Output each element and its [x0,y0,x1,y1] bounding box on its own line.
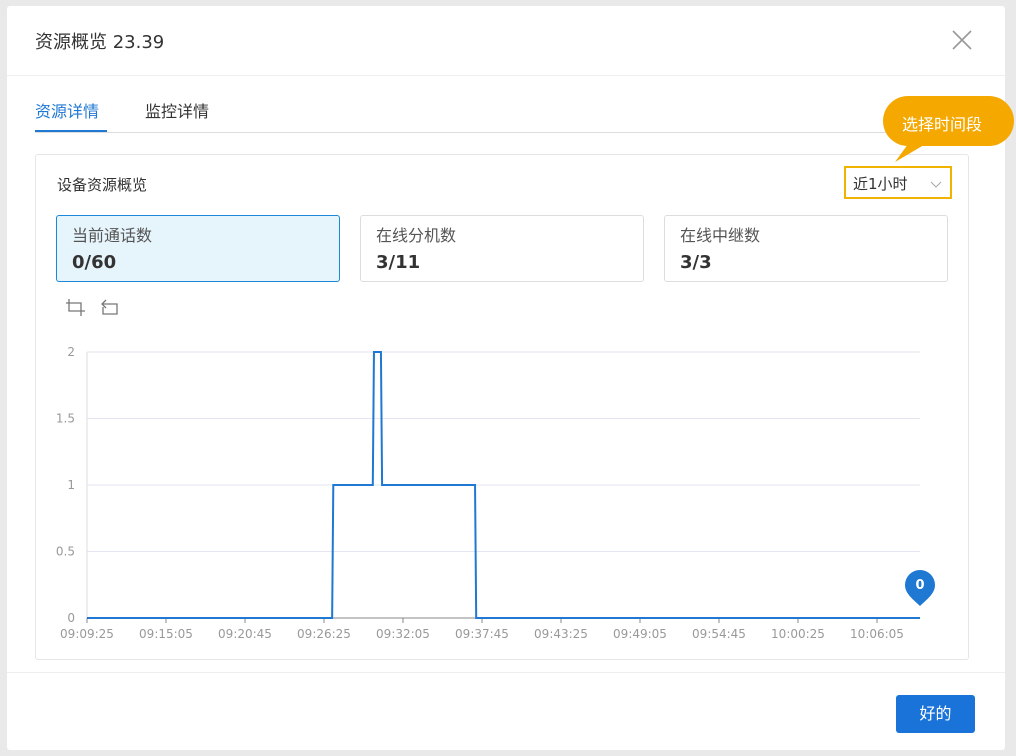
toolbar-icons [66,299,118,316]
tab-line [35,132,975,133]
zoom-icon[interactable] [66,299,85,316]
x-tick-label: 09:54:45 [692,627,746,641]
y-tick-label: 0 [67,611,75,625]
pin-label: 0 [915,578,924,593]
tooltip-text: 选择时间段 [902,115,983,134]
x-tick-label: 10:00:25 [771,627,825,641]
x-tick-label: 09:37:45 [455,627,509,641]
tab-active[interactable]: 资源详情 [35,102,100,121]
dialog: 资源概览 23.39 资源详情 监控详情 设备资源概览 近1小时 选择时间段 当… [7,6,1014,750]
y-tick-label: 1 [67,478,75,492]
x-tick-label: 09:32:05 [376,627,430,641]
tab-underline [35,130,107,132]
stat-label: 在线分机数 [376,226,457,245]
dialog-title: 资源概览 23.39 [35,32,165,53]
x-tick-label: 09:49:05 [613,627,667,641]
x-tick-label: 09:43:25 [534,627,588,641]
divider [7,672,1005,673]
stat-box[interactable]: 在线分机数 3/11 [360,215,644,282]
x-tick-label: 09:20:45 [218,627,272,641]
close-button[interactable] [952,30,972,50]
line [87,351,920,619]
range-text: 近1小时 [853,175,908,193]
y-tick-label: 1.5 [56,412,75,426]
x-tick-label: 10:06:05 [850,627,904,641]
y-tick-label: 2 [67,345,75,359]
stat-value: 3/11 [376,252,421,273]
stat-box[interactable]: 当前通话数 0/60 [56,215,340,282]
divider [7,75,1005,76]
card-title: 设备资源概览 [57,176,148,194]
stat-label: 当前通话数 [72,226,153,245]
value-pin [905,570,935,606]
x-tick-label: 09:09:25 [60,627,114,641]
range-select[interactable]: 近1小时 [844,166,952,199]
reset-icon[interactable] [101,299,118,315]
chevron [930,181,942,188]
stat-value: 3/3 [680,252,712,273]
stat-value: 0/60 [72,252,117,273]
stat-label: 在线中继数 [680,226,761,245]
stat-box[interactable]: 在线中继数 3/3 [664,215,948,282]
x-tick-label: 09:26:25 [297,627,351,641]
ok-button[interactable]: 好的 [896,695,975,733]
card [35,154,969,660]
tab[interactable]: 监控详情 [145,102,210,121]
x-tick-label: 09:15:05 [139,627,193,641]
tooltip-bubble [883,96,1014,162]
y-tick-label: 0.5 [56,545,75,559]
